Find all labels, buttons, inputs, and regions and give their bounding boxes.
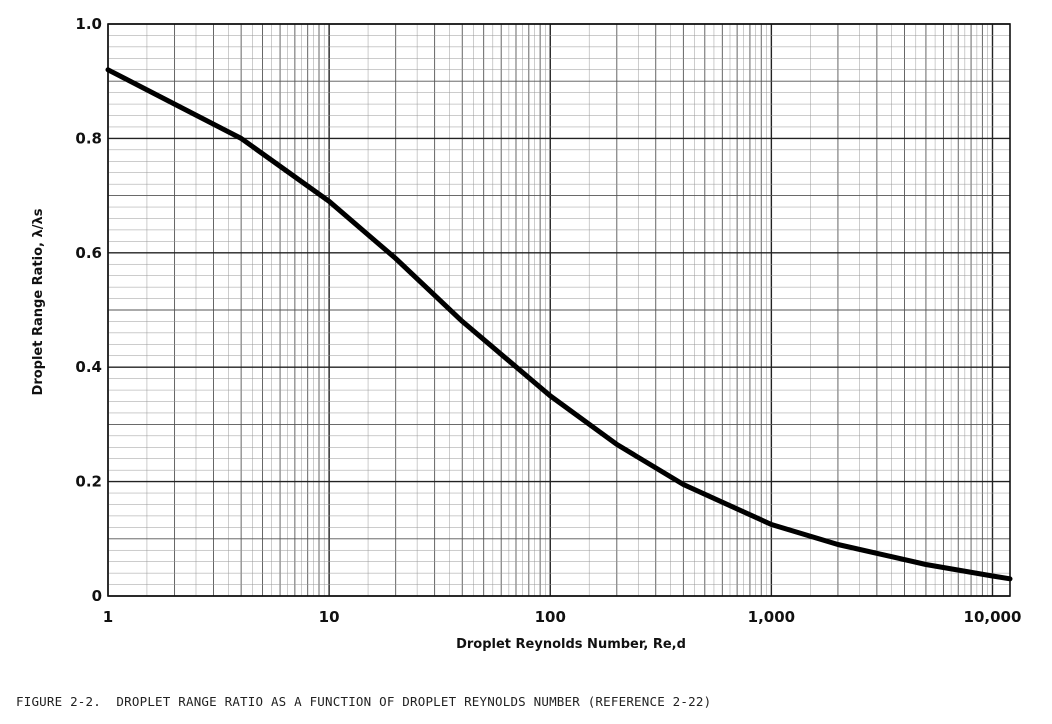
series-line bbox=[105, 67, 1013, 582]
y-tick-label: 0.6 bbox=[75, 244, 102, 262]
figure-caption: FIGURE 2-2. DROPLET RANGE RATIO AS A FUN… bbox=[16, 694, 712, 709]
x-tick-label: 100 bbox=[535, 608, 566, 626]
x-tick-label: 1,000 bbox=[748, 608, 795, 626]
y-tick-label: 0.4 bbox=[75, 358, 102, 376]
plot-frame bbox=[107, 23, 1011, 597]
y-tick-label: 0 bbox=[92, 587, 102, 605]
y-axis-label: Droplet Range Ratio, λ/λs bbox=[31, 208, 46, 395]
x-axis-label: Droplet Reynolds Number, Re,d bbox=[456, 637, 686, 652]
y-tick-label: 0.8 bbox=[75, 129, 102, 147]
y-tick-label: 0.2 bbox=[75, 473, 102, 491]
x-tick-label: 10 bbox=[319, 608, 340, 626]
y-tick-label: 1.0 bbox=[75, 15, 102, 33]
series-group bbox=[105, 67, 1013, 582]
y-tick-labels: 0 0.2 0.4 0.6 0.8 1.0 bbox=[75, 15, 102, 605]
x-tick-label: 1 bbox=[103, 608, 113, 626]
axes bbox=[107, 23, 1011, 597]
x-tick-label: 10,000 bbox=[964, 608, 1022, 626]
grid bbox=[107, 23, 1010, 597]
x-tick-labels: 1 10 100 1,000 10,000 bbox=[103, 608, 1022, 626]
